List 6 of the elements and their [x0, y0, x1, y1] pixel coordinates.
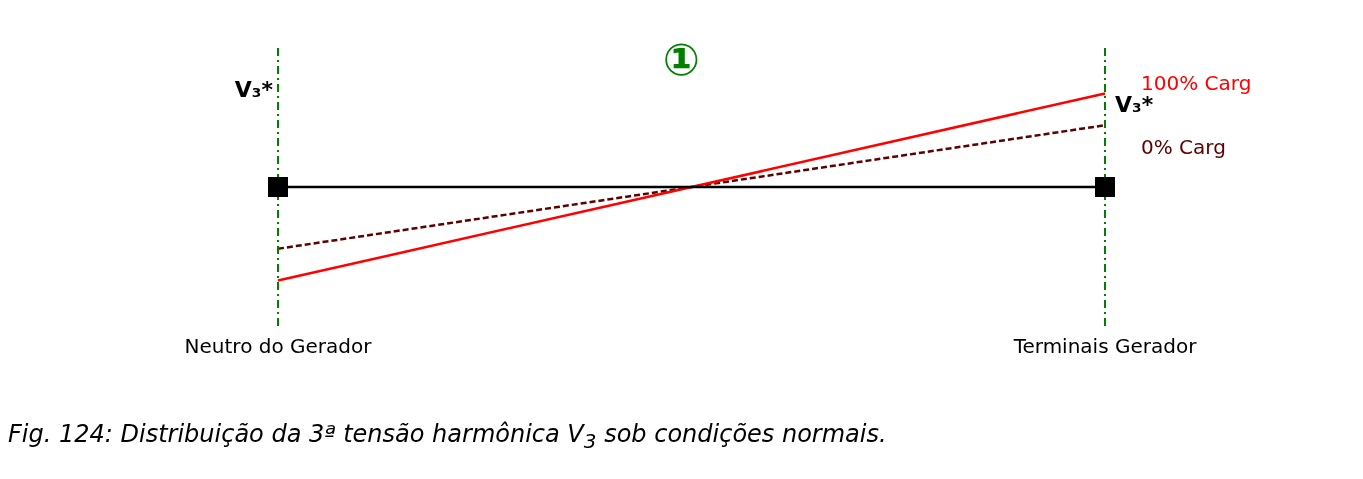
caption: Fig. 124: Distribuição da 3ª tensão harmônica V$_{3}$ sob condições normais. — [8, 420, 888, 453]
x-tick-label: Neutro do Gerador — [184, 334, 373, 359]
text: ① — [662, 34, 701, 85]
ref-line-label: V₃* — [234, 76, 274, 102]
x-tick-label: Terminais Gerador — [1012, 334, 1198, 359]
series-label: 0% Carg — [1141, 135, 1226, 160]
